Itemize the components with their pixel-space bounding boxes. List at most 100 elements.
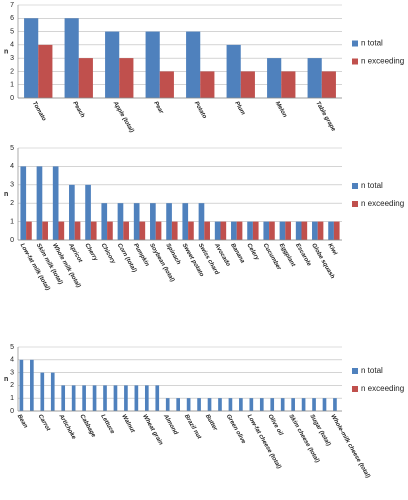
bar xyxy=(144,385,149,411)
x-tick-label: Lettuce xyxy=(99,414,115,436)
y-tick-label: 6 xyxy=(10,15,14,22)
bar xyxy=(252,221,259,240)
x-tick-label: Tomato xyxy=(31,101,47,123)
bar xyxy=(270,398,275,411)
y-tick-label: 3 xyxy=(10,182,14,189)
legend-label: n exceeding xyxy=(361,384,404,393)
x-tick-label: Green olive xyxy=(225,414,247,446)
bar xyxy=(26,221,32,240)
bar xyxy=(259,398,264,411)
x-tick-label: Wheat grain xyxy=(141,414,164,447)
x-tick-label: Melon xyxy=(274,101,288,119)
bar xyxy=(207,398,212,411)
bar xyxy=(69,184,75,240)
y-tick-label: 2 xyxy=(10,200,14,207)
y-axis-label: n xyxy=(4,191,8,198)
bar xyxy=(249,398,254,411)
bar xyxy=(107,221,113,240)
y-tick-label: 4 xyxy=(10,42,14,49)
y-tick-label: 0 xyxy=(10,408,14,415)
legend-label: n exceeding xyxy=(361,199,404,208)
bar xyxy=(113,385,118,411)
bar xyxy=(182,203,189,240)
bar xyxy=(247,221,253,240)
legend-swatch xyxy=(352,201,358,207)
legend-swatch xyxy=(352,386,358,392)
y-tick-label: 7 xyxy=(10,2,14,9)
x-tick-label: Bean xyxy=(16,414,29,430)
bar xyxy=(281,71,296,98)
bar xyxy=(269,221,275,240)
bar xyxy=(186,31,201,99)
x-tick-label: Walnut xyxy=(120,414,136,435)
bar xyxy=(101,203,108,240)
y-tick-label: 1 xyxy=(10,395,14,402)
x-tick-label: Butter xyxy=(204,414,218,433)
bar xyxy=(267,58,282,98)
bar xyxy=(220,221,227,240)
y-tick-label: 1 xyxy=(10,82,14,89)
bar xyxy=(19,359,24,411)
bar xyxy=(155,385,160,411)
x-tick-label: Kiwi xyxy=(326,243,338,257)
bar xyxy=(64,18,79,99)
bar xyxy=(50,372,55,411)
y-tick-label: 2 xyxy=(10,68,14,75)
y-tick-label: 4 xyxy=(10,163,14,170)
y-tick-label: 2 xyxy=(10,382,14,389)
bar xyxy=(186,398,191,411)
bar xyxy=(218,398,222,411)
x-tick-label: Almond xyxy=(162,413,179,436)
x-tick-label: Sugar (total) xyxy=(308,414,331,448)
x-tick-label: Brazil nut xyxy=(183,414,202,442)
x-tick-label: Whole-milk cheese (total) xyxy=(329,414,370,480)
bar xyxy=(204,221,210,240)
x-tick-label: Pumpkin xyxy=(132,243,150,268)
x-tick-label: Potato xyxy=(193,101,208,120)
bar xyxy=(176,398,180,411)
bar xyxy=(134,385,139,411)
y-tick-label: 3 xyxy=(10,55,14,62)
bar xyxy=(36,166,43,240)
bar xyxy=(92,385,97,411)
x-tick-label: Apricot xyxy=(67,242,84,265)
bar xyxy=(38,44,53,98)
bar xyxy=(171,221,178,240)
bar xyxy=(312,221,318,240)
bar xyxy=(159,71,174,98)
bar xyxy=(42,221,48,240)
x-tick-label: Escarole xyxy=(294,243,312,268)
bar xyxy=(166,203,172,240)
x-tick-label: Table grape xyxy=(314,101,336,134)
bar xyxy=(165,398,170,411)
x-tick-label: Banana xyxy=(229,243,245,265)
bar xyxy=(226,44,241,98)
bar xyxy=(90,221,97,240)
legend-swatch xyxy=(352,40,358,47)
bar xyxy=(312,398,316,411)
bar xyxy=(301,398,306,411)
legend-label: n total xyxy=(361,366,383,375)
y-tick-label: 5 xyxy=(10,145,14,152)
bar xyxy=(322,398,327,411)
bar xyxy=(291,398,295,411)
bar xyxy=(239,398,243,411)
bar xyxy=(228,398,233,411)
bar xyxy=(20,166,27,240)
x-tick-label: Cherry xyxy=(83,243,98,263)
legend-swatch xyxy=(352,368,358,374)
x-tick-label: Apple (total) xyxy=(111,100,134,134)
bar xyxy=(78,58,93,98)
bar xyxy=(197,398,201,411)
bar xyxy=(30,359,34,411)
legend-label: n total xyxy=(361,39,383,48)
bar xyxy=(200,71,215,98)
bar xyxy=(85,184,91,240)
bar xyxy=(74,221,81,240)
x-tick-label: Celery xyxy=(245,243,260,262)
y-tick-label: 5 xyxy=(10,344,14,351)
bar xyxy=(236,221,243,240)
legend-label: n total xyxy=(361,181,383,190)
y-tick-label: 1 xyxy=(10,218,14,225)
